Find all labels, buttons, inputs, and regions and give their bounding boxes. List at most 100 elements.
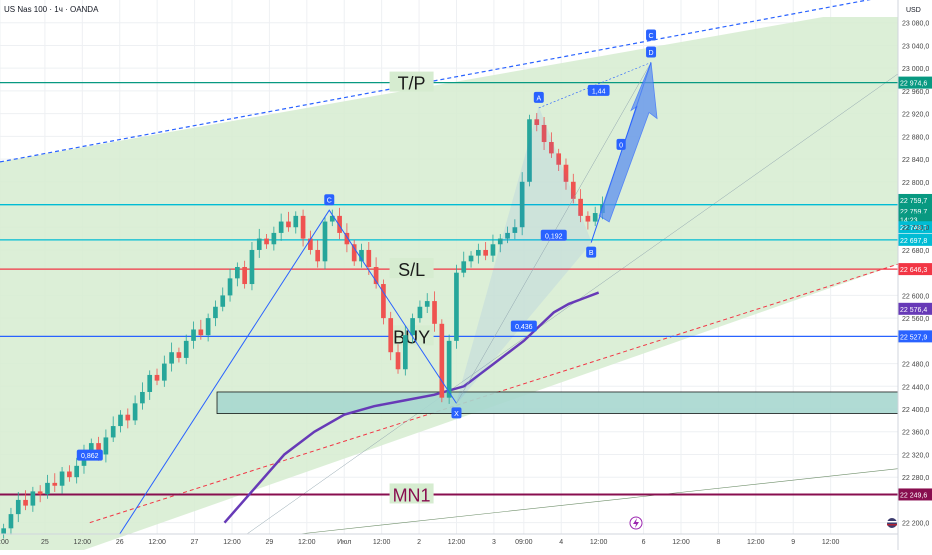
candle-body — [198, 329, 204, 336]
y-tick-label: 22 280,0 — [902, 475, 929, 482]
price-badge-text: 22 759,7 — [900, 198, 927, 205]
candle-body — [220, 295, 226, 307]
ratio-label: 0,436 — [515, 324, 533, 331]
projection-arrow — [598, 62, 658, 223]
candle-body — [461, 261, 467, 273]
ratio-badge — [510, 320, 537, 332]
pattern-point-marker — [586, 246, 597, 258]
candle-body — [439, 323, 445, 398]
candle-body — [249, 249, 255, 285]
candle-body — [205, 318, 211, 336]
level-label-bg — [389, 71, 434, 92]
candle-body — [191, 329, 196, 341]
y-tick-label: 23 000,0 — [902, 66, 929, 73]
price-badge-text: 22 576,4 — [900, 307, 927, 314]
x-tick-label: 6 — [642, 539, 646, 546]
x-tick-label: 29 — [266, 539, 274, 546]
candle-body — [556, 153, 562, 165]
candle-body — [161, 363, 167, 381]
ratio-badge — [587, 84, 610, 96]
candle-body — [118, 414, 123, 427]
candle-body — [359, 249, 364, 262]
candle-body — [490, 244, 496, 256]
price-badge-text: 22 527,9 — [900, 334, 927, 341]
candle-body — [541, 124, 547, 143]
candle-body — [563, 164, 569, 182]
price-badge-text: 14:23 — [900, 217, 918, 224]
candle-body — [147, 374, 153, 392]
candle-body — [45, 482, 50, 495]
candle-body — [183, 340, 189, 358]
ratio-badge — [76, 449, 103, 461]
candle-body — [468, 255, 474, 262]
candle-body — [446, 340, 452, 398]
price-badge-text: 22 646,3 — [900, 267, 927, 274]
pattern-point-marker — [646, 46, 657, 58]
price-badge — [898, 233, 932, 246]
y-tick-label: 22 720,0 — [902, 225, 929, 232]
candle-body — [592, 213, 598, 222]
buy-zone-box — [216, 391, 899, 414]
price-badge — [898, 76, 932, 89]
candle-body — [88, 443, 94, 455]
candle-body — [37, 491, 43, 495]
candle-body — [351, 244, 357, 262]
pattern-point-label-b: B — [589, 250, 594, 257]
candle-body — [322, 221, 328, 262]
x-tick-label: 09:00 — [515, 539, 533, 546]
pattern-point-label-c: C — [649, 33, 654, 40]
price-badge — [898, 302, 932, 315]
pattern-point-label-a: A — [536, 95, 541, 102]
ratio-label: 1,44 — [592, 88, 606, 95]
y-tick-label: 22 440,0 — [902, 384, 929, 391]
candle-body — [381, 284, 386, 319]
candle-body — [264, 238, 269, 245]
x-tick-label: 12:00 — [373, 539, 391, 546]
price-badge-text: 22 974,6 — [900, 81, 927, 88]
channel-upper-line — [0, 0, 871, 163]
candle-body — [534, 119, 540, 125]
ratio-label: 0,192 — [545, 233, 563, 240]
symbol-title: US Nas 100 · 1ч · OANDA — [4, 5, 99, 14]
y-tick-label: 22 960,0 — [902, 89, 929, 96]
pattern-point-marker — [451, 407, 462, 419]
channel-zone — [0, 17, 898, 555]
ratio-label: 0,862 — [81, 453, 99, 460]
candle-body — [570, 181, 576, 199]
level-label-s/l: S/L — [398, 260, 425, 280]
candle-body — [578, 198, 583, 216]
candle-body — [329, 215, 335, 222]
candle-body — [52, 482, 58, 486]
pattern-leg-cx — [119, 209, 457, 535]
candle-body — [402, 335, 408, 370]
y-tick-label: 22 480,0 — [902, 362, 929, 369]
x-tick-label: 9 — [791, 539, 795, 546]
flag-icon[interactable] — [887, 518, 897, 528]
candle-body — [286, 221, 291, 228]
x-tick-label: Июл — [337, 539, 351, 546]
candle-body — [300, 215, 306, 239]
y-tick-label: 22 320,0 — [902, 452, 929, 459]
x-tick-label: 4 — [559, 539, 563, 546]
candle-body — [242, 267, 247, 285]
x-tick-label: 26 — [116, 539, 124, 546]
y-tick-label: 22 920,0 — [902, 112, 929, 119]
pattern-point-marker — [646, 29, 657, 41]
candle-body — [505, 232, 510, 239]
price-badge-text: 22 748,7 — [900, 225, 927, 232]
y-tick-label: 22 600,0 — [902, 293, 929, 300]
x-tick-label: 25 — [41, 539, 49, 546]
candle-body — [59, 471, 65, 486]
currency-label: USD — [906, 7, 921, 14]
candle-body — [96, 443, 101, 455]
y-tick-label: 22 200,0 — [902, 521, 929, 528]
price-badge — [898, 330, 932, 343]
y-tick-label: 23 080,0 — [902, 21, 929, 28]
candle-body — [585, 215, 591, 222]
flash-icon[interactable] — [629, 516, 643, 530]
candle-body — [388, 318, 394, 353]
candle-body — [235, 267, 240, 279]
y-tick-label: 22 400,0 — [902, 407, 929, 414]
candle-body — [366, 249, 372, 267]
candle-body — [8, 514, 14, 529]
